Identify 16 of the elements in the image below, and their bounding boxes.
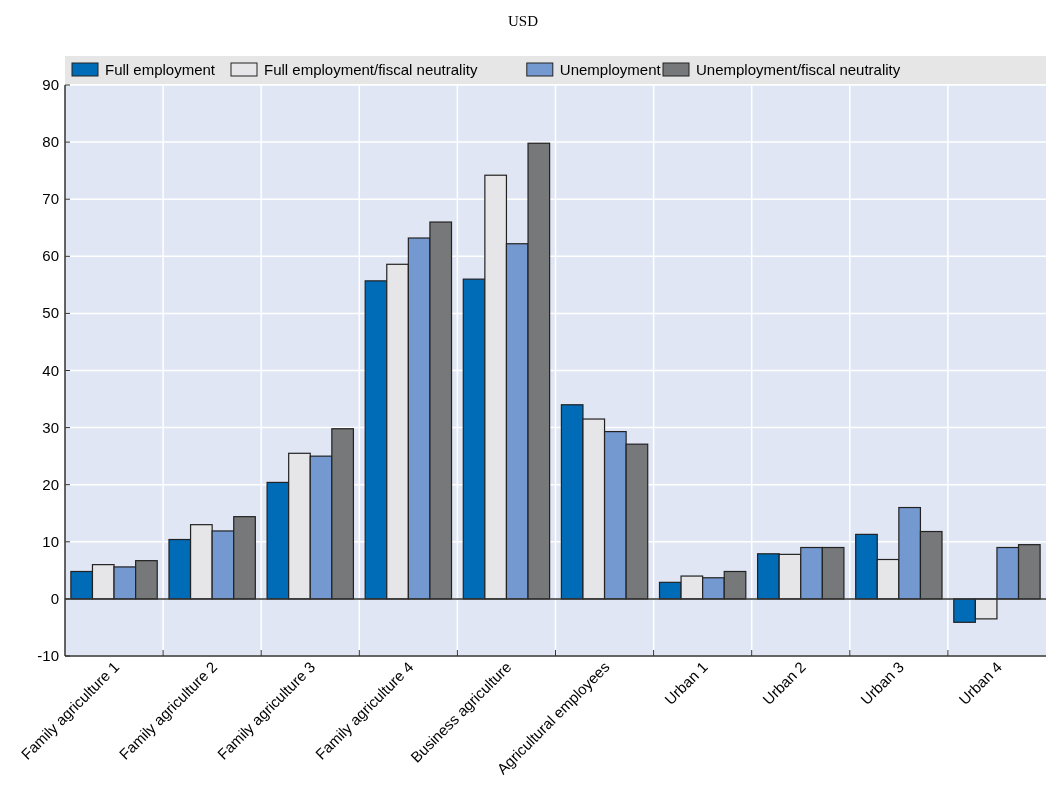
legend-label: Unemployment/fiscal neutrality <box>696 61 901 78</box>
legend-label: Full employment/fiscal neutrality <box>264 61 478 78</box>
y-tick-label: 30 <box>42 418 59 436</box>
chart-subtitle: USD <box>507 13 539 29</box>
y-tick-label: 20 <box>42 475 59 493</box>
y-tick-label: 90 <box>42 76 59 93</box>
y-tick-label: 10 <box>42 532 59 550</box>
y-tick-label: 60 <box>42 247 59 265</box>
y-tick-label: 70 <box>42 190 59 208</box>
y-tick-label: 0 <box>50 589 59 607</box>
y-tick-label: -10 <box>37 647 59 664</box>
legend-label: Unemployment <box>559 61 662 78</box>
y-tick-label: 50 <box>42 304 59 322</box>
y-tick-label: 40 <box>42 361 59 379</box>
y-tick-label: 80 <box>42 133 59 151</box>
legend-label: Full employment <box>105 61 216 78</box>
